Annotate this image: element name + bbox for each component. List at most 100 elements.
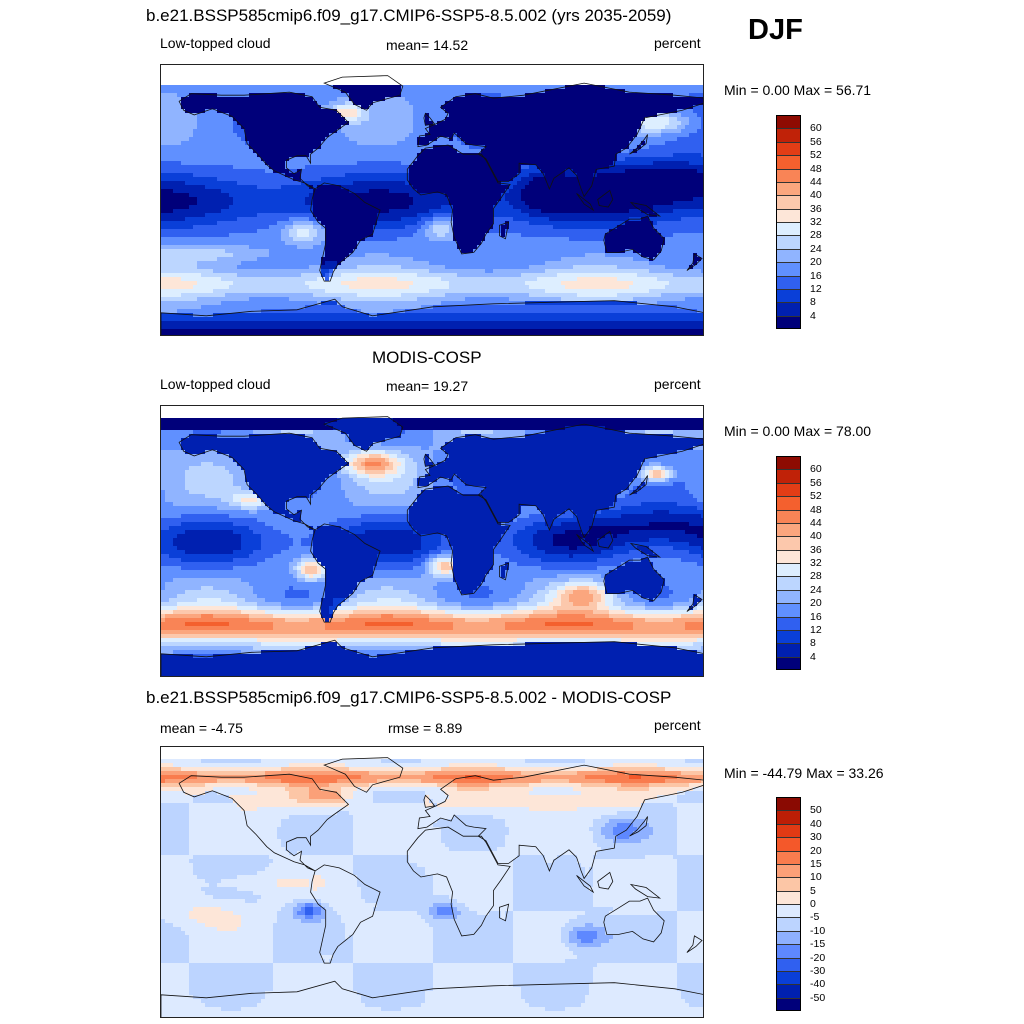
colorbar-cell xyxy=(776,536,801,550)
colorbar-cell xyxy=(776,904,801,918)
coastline-newZealand xyxy=(686,594,703,612)
colorbar-tick-label: 20 xyxy=(810,845,822,857)
coastline-newZealand xyxy=(686,935,703,953)
coastline-australia xyxy=(603,556,665,602)
colorbar-tick-label: 52 xyxy=(810,149,822,161)
panel-3-units-label: percent xyxy=(654,717,701,733)
colorbar-cell xyxy=(776,509,801,523)
coastline-sumatra xyxy=(576,534,595,553)
map-svg xyxy=(161,416,703,676)
coastline-antarctica xyxy=(161,639,703,676)
panel-2-colorbar: 4 8 12 16 20 24 28 32 36 40 44 48 52 56 60 xyxy=(776,456,846,670)
colorbar-cell xyxy=(776,155,801,169)
colorbar-cell xyxy=(776,482,801,497)
colorbar-cell xyxy=(776,496,801,510)
panel-3-colorbar: -50 -40 -30 -20 -15 -10 -5 0 5 10 15 20 30 40 50 xyxy=(776,797,846,1011)
colorbar-tick-label: 40 xyxy=(810,818,822,830)
coastline-southAmerica xyxy=(310,523,381,623)
colorbar-tick-label: 56 xyxy=(810,136,822,148)
coastline-sumatra xyxy=(576,875,595,894)
colorbar-tick-label: 20 xyxy=(810,597,822,609)
colorbar-cell xyxy=(776,315,801,329)
panel-3-title: b.e21.BSSP585cmip6.f09_g17.CMIP6-SSP5-8.… xyxy=(146,688,671,708)
colorbar-cell xyxy=(776,643,801,657)
coastline-newGuinea xyxy=(629,201,662,217)
colorbar-cell xyxy=(776,890,801,904)
colorbar-tick-label: 20 xyxy=(810,256,822,268)
coastline-southAmerica xyxy=(310,182,381,282)
coastline-northAmerica xyxy=(178,773,350,872)
panel-1-colorbar: 4 8 12 16 20 24 28 32 36 40 44 48 52 56 60 xyxy=(776,115,846,329)
panel-1-variable-label: Low-topped cloud xyxy=(160,35,271,51)
coastline-africa xyxy=(406,144,511,255)
colorbar-tick-label: -20 xyxy=(810,952,825,964)
colorbar-cell xyxy=(776,810,801,824)
colorbar-tick-label: 32 xyxy=(810,557,822,569)
colorbar-cell xyxy=(776,549,801,563)
colorbar-cell xyxy=(776,616,801,630)
colorbar-tick-label: 12 xyxy=(810,624,822,636)
map-svg xyxy=(161,75,703,335)
panel-1-units-label: percent xyxy=(654,35,701,51)
colorbar-tick-label: 30 xyxy=(810,831,822,843)
colorbar-tick-label: 40 xyxy=(810,189,822,201)
colorbar-tick-label: -40 xyxy=(810,978,825,990)
colorbar-cell xyxy=(776,576,801,590)
coastline-greenland xyxy=(323,757,404,793)
season-label: DJF xyxy=(748,14,803,47)
colorbar-tick-label: 4 xyxy=(810,651,816,663)
panel-2-units-label: percent xyxy=(654,376,701,392)
colorbar-cell xyxy=(776,469,801,483)
coastline-madagascar xyxy=(499,562,510,581)
colorbar-tick-label: 10 xyxy=(810,871,822,883)
colorbar-tick-label: 50 xyxy=(810,804,822,816)
colorbar-cell xyxy=(776,823,801,838)
colorbar-frame xyxy=(776,797,801,1011)
coastline-borneo xyxy=(597,189,614,208)
colorbar-cell xyxy=(776,837,801,851)
colorbar-tick-label: 24 xyxy=(810,584,822,596)
colorbar-cell xyxy=(776,997,801,1011)
colorbar-tick-label: 60 xyxy=(810,122,822,134)
panel-3-minmax: Min = -44.79 Max = 33.26 xyxy=(724,765,884,781)
coastline-uk xyxy=(423,112,436,126)
panel-2-variable-label: Low-topped cloud xyxy=(160,376,271,392)
coastline-antarctica xyxy=(161,980,703,1017)
map-svg xyxy=(161,757,703,1017)
colorbar-cell xyxy=(776,235,801,249)
contour-field xyxy=(161,85,703,335)
panel-3-mean-label: mean = -4.75 xyxy=(160,720,243,736)
colorbar-cell xyxy=(776,917,801,931)
colorbar-tick-label: 15 xyxy=(810,858,822,870)
colorbar-cell xyxy=(776,629,801,644)
panel-2-mean-label: mean= 19.27 xyxy=(386,378,468,394)
colorbar-cell xyxy=(776,262,801,276)
panel-3-rmse-label: rmse = 8.89 xyxy=(388,720,462,736)
coastline-southAmerica xyxy=(310,864,381,964)
panel-1-mean-label: mean= 14.52 xyxy=(386,37,468,53)
coastline-australia xyxy=(603,897,665,943)
colorbar-tick-label: 28 xyxy=(810,570,822,582)
colorbar-cell xyxy=(776,603,801,617)
colorbar-tick-label: 40 xyxy=(810,530,822,542)
colorbar-cell xyxy=(776,944,801,958)
colorbar-tick-label: 28 xyxy=(810,229,822,241)
contour-field xyxy=(161,418,703,676)
colorbar-cell xyxy=(776,181,801,196)
colorbar-cell xyxy=(776,302,801,316)
panel-1-minmax: Min = 0.00 Max = 56.71 xyxy=(724,82,871,98)
colorbar-cell xyxy=(776,288,801,303)
colorbar-cell xyxy=(776,141,801,156)
coastline-africa xyxy=(406,485,511,596)
colorbar-tick-label: 32 xyxy=(810,216,822,228)
colorbar-cell xyxy=(776,275,801,289)
coastline-australia xyxy=(603,215,665,261)
coastline-madagascar xyxy=(499,221,510,240)
coastline-uk xyxy=(423,453,436,467)
colorbar-tick-label: 12 xyxy=(810,283,822,295)
colorbar-cell xyxy=(776,850,801,864)
coastline-newGuinea xyxy=(629,542,662,558)
colorbar-cell xyxy=(776,195,801,209)
coastline-japan xyxy=(629,475,648,496)
colorbar-tick-label: 8 xyxy=(810,637,816,649)
